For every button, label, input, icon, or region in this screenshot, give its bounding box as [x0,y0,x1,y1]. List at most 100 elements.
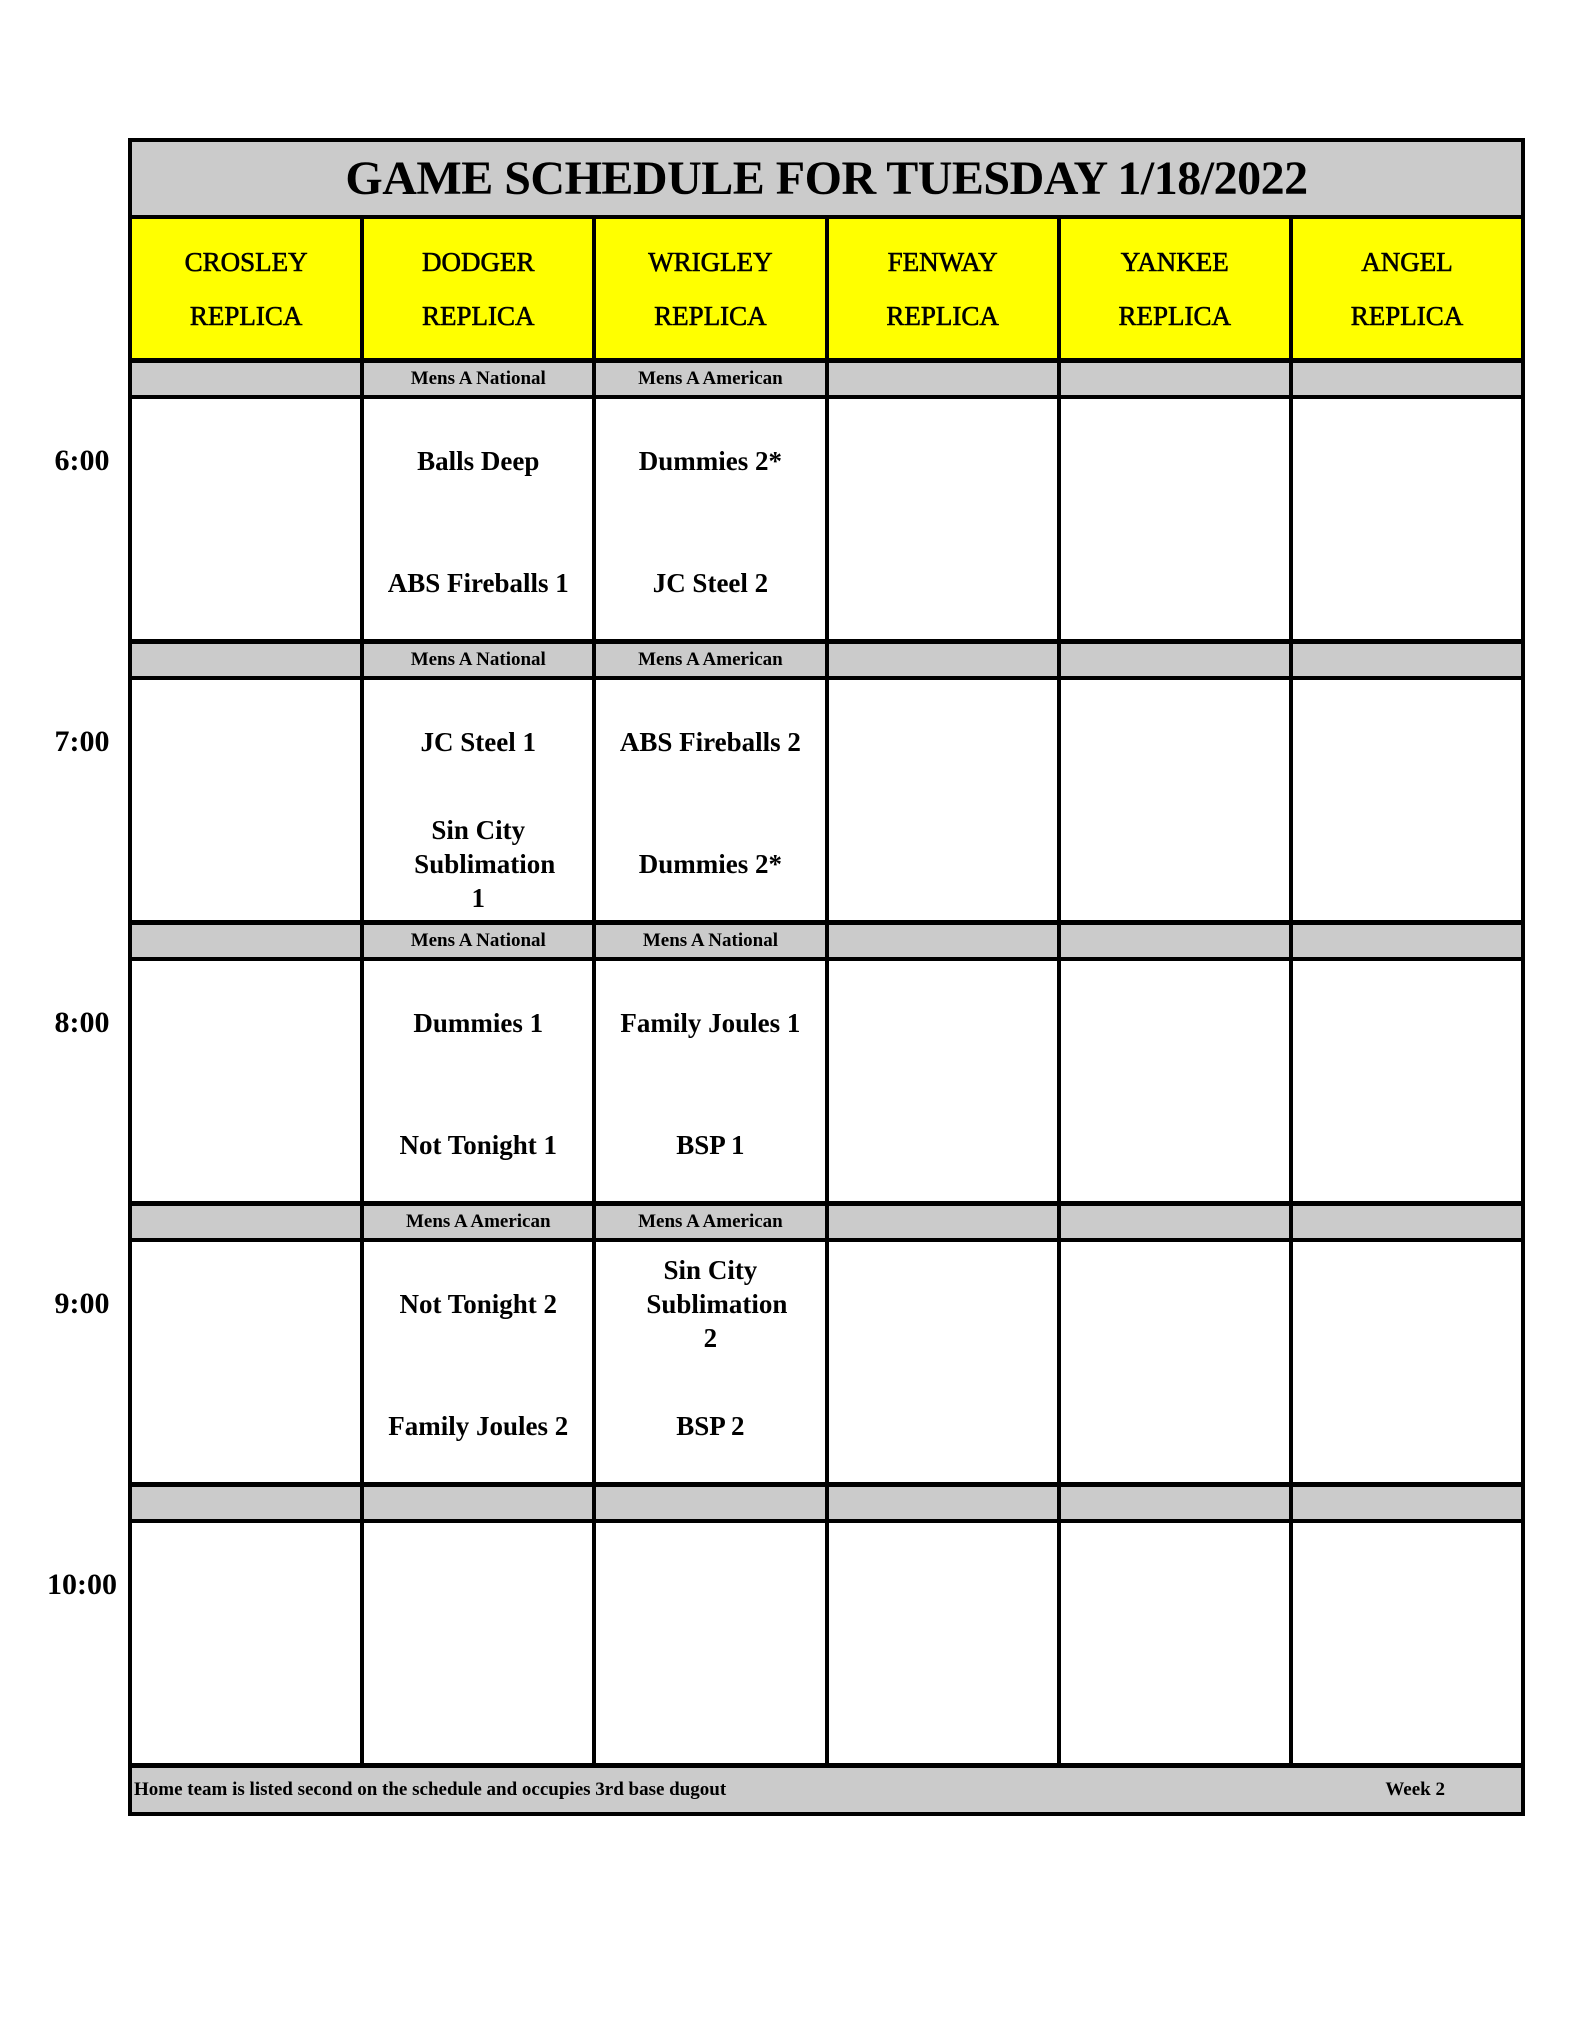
field-sub: REPLICA [189,301,303,332]
division-label: Mens A National [596,925,829,957]
game-cell [829,1242,1061,1482]
game-row [132,1523,1521,1768]
game-cell [596,1523,829,1763]
division-label: Mens A American [364,1206,597,1238]
division-label [828,644,1061,676]
field-sub: REPLICA [886,301,999,332]
division-label [132,1206,365,1238]
game-cell [1061,680,1293,920]
division-row: Mens A American Mens A American [132,1206,1522,1242]
field-sub: REPLICA [422,301,535,332]
division-label [132,1487,365,1519]
game-cell [829,961,1061,1201]
field-sub: REPLICA [654,301,767,332]
division-label [1060,363,1293,395]
away-team: ABS Fireballs 2 [619,727,801,757]
game-cell: Dummies 2* JC Steel 2 [596,399,829,639]
game-cell: Dummies 1 Not Tonight 1 [364,961,597,1201]
game-cell [1293,1242,1521,1482]
division-label [132,925,365,957]
time-label: 6:00 [54,444,110,477]
game-row: Dummies 1 Not Tonight 1 Family Joules 1 BSP… [132,961,1521,1206]
field-sub: REPLICA [1118,301,1232,332]
game-row: Balls Deep ABS Fireballs 1 Dummies 2* JC St… [132,399,1521,644]
division-label [1060,925,1293,957]
week-label: Week 2 [1385,1779,1445,1800]
game-cell: ABS Fireballs 2 Dummies 2* [596,680,829,920]
game-cell [1293,1523,1521,1763]
schedule-table: GAME SCHEDULE FOR TUESDAY 1/18/2022 CROS… [128,138,1525,1816]
game-cell [829,680,1061,920]
division-label [1292,1206,1522,1238]
division-label [1292,925,1522,957]
division-row: Mens A National Mens A American [132,644,1522,680]
field-name: ANGEL [1361,247,1453,278]
field-header-yankee: YANKEE REPLICA [1060,219,1293,358]
game-cell [132,399,365,639]
division-row [132,1487,1522,1523]
away-team: Dummies 1 [413,1008,544,1038]
division-label [828,1487,1061,1519]
division-label [1292,644,1522,676]
time-label: 10:00 [47,1568,117,1601]
division-label: Mens A American [596,644,829,676]
division-label [596,1487,829,1519]
division-label: Mens A American [596,363,829,395]
game-cell [132,680,365,920]
field-name: CROSLEY [184,247,308,278]
game-cell [1293,399,1521,639]
game-cell: Family Joules 1 BSP 1 [596,961,829,1201]
division-label: Mens A National [364,925,597,957]
time-label: 8:00 [54,1006,110,1039]
division-label [828,925,1061,957]
game-row: Not Tonight 2 Family Joules 2 Sin City Sub… [132,1242,1521,1487]
division-label: Mens A National [364,644,597,676]
game-cell [829,399,1061,639]
game-cell [1061,1523,1293,1763]
division-row: Mens A National Mens A American [132,363,1522,399]
away-team: Family Joules 1 [620,1008,801,1038]
division-label: Mens A National [364,363,597,395]
home-team: ABS Fireballs 1 [387,568,569,598]
game-cell [132,961,365,1201]
field-header-crosley: CROSLEY REPLICA [132,219,365,358]
footer-note: Home team is listed second on the schedu… [134,1779,727,1800]
home-team: Family Joules 2 [388,1411,569,1441]
field-name: FENWAY [887,247,998,278]
field-header-angel: ANGEL REPLICA [1292,219,1522,358]
game-row: JC Steel 1 Sin City Sublimation 1 ABS Fire… [132,680,1521,925]
game-cell [364,1523,597,1763]
away-team: JC Steel 1 [420,727,536,757]
division-label [1292,1487,1522,1519]
division-label [364,1487,597,1519]
division-label: Mens A American [596,1206,829,1238]
game-cell [132,1242,365,1482]
division-label [1060,1487,1293,1519]
footer-row: Home team is listed second on the schedu… [132,1768,1521,1812]
away-team: Sin City Sublimation 2 [646,1255,788,1353]
field-header-dodger: DODGER REPLICA [364,219,597,358]
division-label [132,644,365,676]
game-cell [1061,399,1293,639]
home-team: Not Tonight 1 [399,1130,558,1160]
field-header-row: CROSLEY REPLICA DODGER REPLICA WRIGLEY REPLIC… [132,219,1522,363]
game-cell [1061,961,1293,1201]
game-cell [1293,961,1521,1201]
home-team: JC Steel 2 [652,568,769,598]
home-team: BSP 1 [676,1130,745,1160]
away-team: Not Tonight 2 [399,1289,558,1319]
away-team: Balls Deep [417,446,540,476]
division-label [1292,363,1522,395]
game-cell: Sin City Sublimation 2 BSP 2 [596,1242,829,1482]
home-team: Sin City Sublimation 1 [414,815,556,913]
field-sub: REPLICA [1350,301,1464,332]
game-cell [132,1523,365,1763]
time-label: 7:00 [54,725,110,758]
time-label: 9:00 [54,1287,110,1320]
field-header-fenway: FENWAY REPLICA [828,219,1061,358]
division-label [828,1206,1061,1238]
game-cell: Not Tonight 2 Family Joules 2 [364,1242,597,1482]
game-cell [1061,1242,1293,1482]
division-row: Mens A National Mens A National [132,925,1522,961]
game-cell [829,1523,1061,1763]
